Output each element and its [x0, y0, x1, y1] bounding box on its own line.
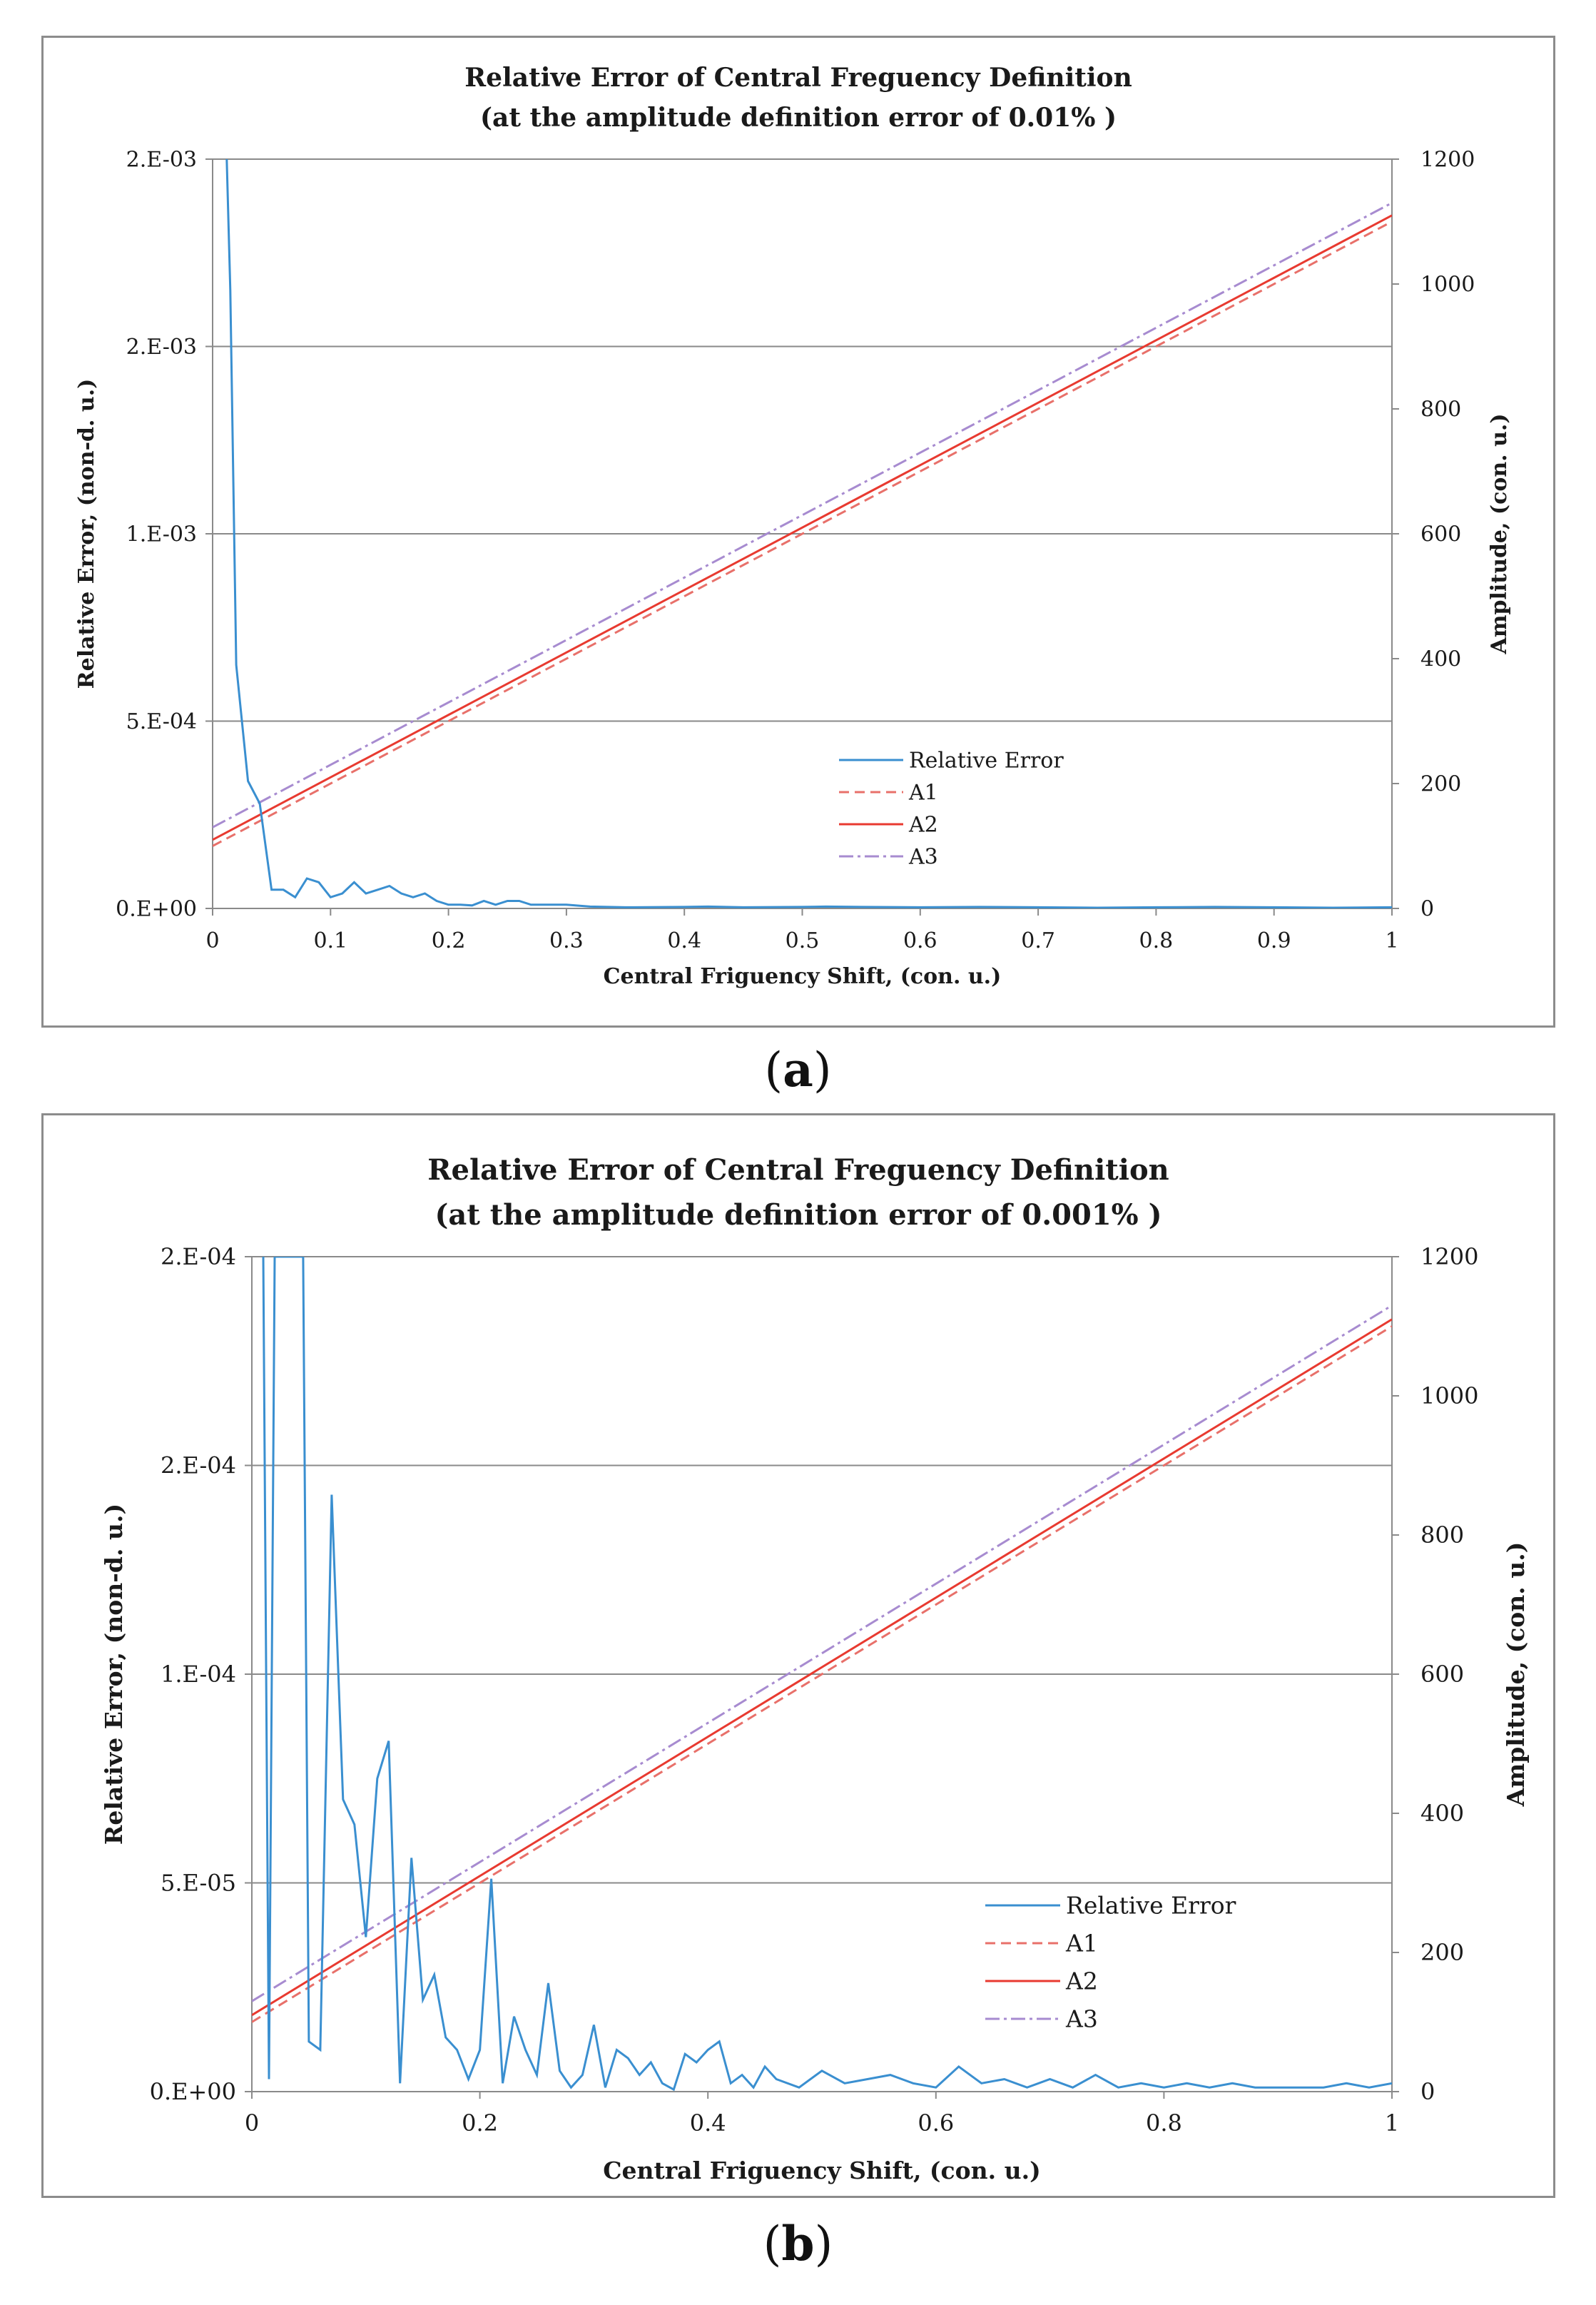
caption-b-open: (: [763, 2217, 782, 2271]
y-right-tick-label-1: 200: [1420, 1939, 1464, 1966]
y-right-tick-label-2: 400: [1420, 647, 1461, 672]
y-left-axis-title: Relative Error, (non-d. u.): [74, 379, 99, 689]
series-line-a2: [213, 214, 1392, 841]
legend-label-relative-error: Relative Error: [1066, 1892, 1236, 1920]
y-left-tick-label-2: 1.E-04: [161, 1661, 236, 1688]
y-left-tick-label-4: 2.E-04: [161, 1243, 236, 1270]
legend-label-relative-error: Relative Error: [909, 749, 1064, 774]
y-right-tick-label-4: 800: [1420, 1521, 1464, 1549]
caption-a-close: ): [813, 1043, 832, 1098]
y-left-tick-label-0: 0.E+00: [116, 897, 197, 922]
y-left-tick-label-3: 2.E-04: [161, 1452, 236, 1479]
caption-a: (a): [0, 1042, 1596, 1098]
series-line-relative-error: [225, 159, 1392, 908]
y-right-tick-label-1: 200: [1420, 772, 1461, 797]
x-tick-label-5: 0.5: [786, 928, 820, 953]
legend-label-a3: A3: [908, 845, 938, 870]
legend-label-a2: A2: [908, 813, 938, 838]
x-tick-label-2: 0.4: [690, 2109, 726, 2137]
x-tick-label-5: 1: [1385, 2109, 1399, 2137]
caption-a-letter: a: [783, 1042, 813, 1098]
legend-label-a3: A3: [1065, 2005, 1098, 2033]
y-right-tick-label-5: 1000: [1420, 1382, 1478, 1409]
y-right-tick-label-0: 0: [1420, 2078, 1435, 2105]
y-right-tick-label-0: 0: [1420, 897, 1434, 922]
x-tick-label-8: 0.8: [1139, 928, 1174, 953]
y-right-tick-label-4: 800: [1420, 397, 1461, 422]
y-right-axis-title: Amplitude, (con. u.): [1487, 413, 1512, 654]
chart-b-svg: Relative Error of Central Freguency Defi…: [100, 1153, 1530, 2184]
y-right-tick-label-6: 1200: [1420, 1243, 1478, 1270]
x-tick-label-10: 1: [1385, 928, 1398, 953]
caption-b: (b): [0, 2216, 1596, 2271]
x-tick-label-1: 0.1: [313, 928, 347, 953]
series-line-relative-error: [262, 1257, 1392, 2092]
x-tick-label-4: 0.8: [1146, 2109, 1182, 2137]
y-left-tick-label-1: 5.E-05: [161, 1870, 236, 1897]
x-tick-label-0: 0: [205, 928, 219, 953]
caption-b-close: ): [814, 2217, 833, 2271]
chart-title-line-2: (at the amplitude definition error of 0.…: [434, 1198, 1162, 1232]
y-right-tick-label-3: 600: [1420, 522, 1461, 547]
y-left-tick-label-2: 1.E-03: [126, 522, 197, 547]
chart-a-svg: Relative Error of Central Freguency Defi…: [74, 63, 1512, 989]
y-left-axis-title: Relative Error, (non-d. u.): [100, 1504, 128, 1845]
legend-label-a1: A1: [1065, 1930, 1098, 1957]
x-tick-label-3: 0.6: [918, 2109, 954, 2137]
y-left-tick-label-4: 2.E-03: [126, 148, 197, 173]
y-left-tick-label-1: 5.E-04: [126, 709, 197, 734]
x-tick-label-7: 0.7: [1021, 928, 1055, 953]
legend-label-a2: A2: [1065, 1967, 1098, 1995]
x-tick-label-2: 0.2: [432, 928, 466, 953]
y-right-tick-label-6: 1200: [1420, 148, 1475, 173]
x-tick-label-0: 0: [245, 2109, 259, 2137]
y-right-axis-title: Amplitude, (con. u.): [1502, 1542, 1530, 1808]
chart-title-line-1: Relative Error of Central Freguency Defi…: [427, 1153, 1169, 1187]
y-right-tick-label-2: 400: [1420, 1800, 1464, 1827]
y-right-tick-label-5: 1000: [1420, 273, 1475, 298]
x-tick-label-1: 0.2: [462, 2109, 498, 2137]
caption-b-letter: b: [781, 2216, 815, 2271]
x-tick-label-6: 0.6: [903, 928, 937, 953]
chart-panel-a: Relative Error of Central Freguency Defi…: [41, 36, 1555, 1028]
x-axis-title: Central Friguency Shift, (con. u.): [604, 964, 1002, 989]
series-line-a1: [252, 1325, 1392, 2023]
legend-label-a1: A1: [908, 781, 938, 806]
x-axis-title: Central Friguency Shift, (con. u.): [603, 2157, 1040, 2184]
series-line-a3: [252, 1305, 1392, 2002]
caption-a-open: (: [764, 1043, 783, 1098]
chart-panel-b: Relative Error of Central Freguency Defi…: [41, 1113, 1555, 2198]
y-right-tick-label-3: 600: [1420, 1661, 1464, 1688]
y-left-tick-label-0: 0.E+00: [150, 2078, 236, 2105]
x-tick-label-4: 0.4: [667, 928, 701, 953]
series-line-a2: [252, 1318, 1392, 2017]
series-line-a3: [213, 201, 1392, 829]
y-left-tick-label-3: 2.E-03: [126, 335, 197, 360]
chart-title-line-1: Relative Error of Central Freguency Defi…: [464, 63, 1132, 93]
x-tick-label-3: 0.3: [549, 928, 584, 953]
series-line-a1: [213, 221, 1392, 847]
chart-title-line-2: (at the amplitude definition error of 0.…: [480, 103, 1117, 133]
x-tick-label-9: 0.9: [1257, 928, 1291, 953]
